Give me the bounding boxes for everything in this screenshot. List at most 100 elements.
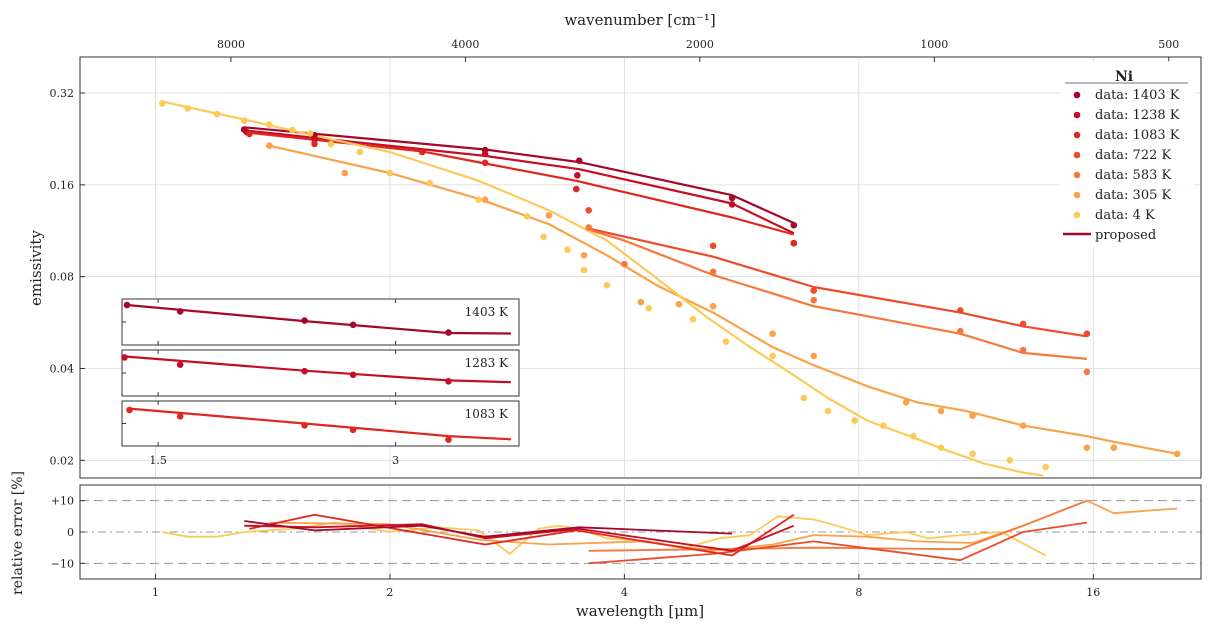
residual-tick-label: −10 [51, 557, 74, 570]
data-point [564, 246, 571, 254]
legend-label: data: 305 K [1095, 188, 1172, 203]
data-point [722, 338, 730, 345]
x-tick-label: 1 [152, 586, 159, 599]
inset-tick-label: 3 [392, 454, 399, 467]
top-tick-label: 4000 [451, 38, 479, 51]
data-point [810, 287, 817, 294]
legend-marker [1073, 111, 1081, 119]
residual-line [244, 520, 733, 538]
data-point [957, 327, 964, 335]
top-tick-label: 8000 [217, 38, 245, 51]
data-point [621, 260, 628, 268]
data-point [689, 316, 697, 323]
data-point [675, 300, 683, 308]
x-tick-label: 4 [621, 586, 628, 599]
inset-box [121, 400, 520, 447]
inset-data-point [445, 436, 452, 444]
data-point [475, 196, 483, 203]
data-point [937, 407, 945, 415]
legend-label: data: 1238 K [1095, 108, 1180, 123]
data-point [311, 140, 318, 148]
inset-data-point [445, 329, 452, 336]
legend-marker [1073, 91, 1081, 99]
fit-lines [161, 100, 1178, 477]
y-tick-label: 0.08 [50, 271, 75, 284]
inset-data-point [176, 308, 184, 315]
data-point [1110, 444, 1118, 452]
data-point [289, 126, 296, 134]
data-point [356, 148, 364, 156]
x-tick-label: 2 [386, 586, 393, 599]
data-points [158, 100, 1181, 471]
y-tick-label: 0.02 [50, 454, 75, 467]
residual-line [244, 523, 795, 552]
data-point [306, 130, 314, 137]
fit-line [269, 144, 1178, 455]
data-point [769, 330, 776, 338]
data-point [1083, 444, 1091, 452]
inset-fit-line [126, 303, 511, 335]
data-point [810, 296, 817, 304]
data-point [266, 121, 273, 128]
data-point [580, 266, 588, 274]
fit-line [246, 129, 795, 235]
inset-label: 1283 K [465, 356, 509, 370]
fit-line [588, 227, 1088, 338]
data-point [902, 399, 910, 406]
legend-marker [1073, 211, 1081, 219]
data-point [545, 212, 553, 219]
x-tick-label: 8 [855, 586, 862, 599]
top-tick-label: 1000 [920, 38, 948, 51]
fit-line [161, 100, 1044, 477]
legend-label: data: 1403 K [1095, 88, 1180, 103]
inset-data-point [126, 406, 133, 414]
inset-data-point [349, 321, 357, 329]
data-point [790, 221, 798, 229]
data-point [246, 130, 253, 138]
inset-data-point [349, 426, 357, 434]
residual-axis-label: relative error [%] [10, 471, 26, 595]
top-axis-label: wavenumber [cm⁻¹] [564, 11, 715, 29]
data-point [1019, 320, 1027, 328]
inset-data-point [445, 378, 452, 385]
legend-label: data: 722 K [1095, 148, 1172, 163]
inset-data-point [176, 413, 184, 420]
inset-data-point [301, 317, 308, 324]
data-point [481, 150, 489, 158]
data-point [213, 110, 221, 118]
data-point [426, 179, 434, 187]
legend-label: data: 1083 K [1095, 128, 1180, 143]
data-point [603, 281, 611, 289]
data-point [580, 252, 588, 259]
data-point [769, 352, 776, 360]
inset-data-point [301, 422, 308, 429]
top-tick-label: 500 [1158, 38, 1179, 51]
data-point [540, 233, 547, 241]
data-point [709, 302, 717, 310]
residual-line [588, 521, 1088, 565]
data-point [481, 196, 489, 203]
legend: Ni data: 1403 K data: 1238 K data: 1083 K d… [1060, 61, 1194, 249]
data-point [585, 224, 592, 231]
data-point [341, 169, 349, 177]
data-point [481, 159, 489, 167]
inset-data-point [123, 301, 131, 309]
data-point [158, 100, 166, 107]
legend-marker [1073, 131, 1081, 139]
legend-label: proposed [1095, 228, 1156, 243]
residual-axis: +10 0 −10 [51, 495, 85, 570]
data-point [418, 148, 426, 156]
insets: 1403 K 1283 K 1083 K 1.5 3 [121, 298, 520, 467]
inset-fit-line [124, 355, 511, 384]
data-point [728, 201, 736, 208]
data-point [1083, 330, 1091, 338]
data-point [637, 298, 645, 306]
data-point [709, 268, 717, 276]
data-point [969, 412, 976, 420]
data-point [184, 105, 191, 112]
inset-label: 1083 K [465, 407, 509, 421]
legend-label: data: 583 K [1095, 168, 1172, 183]
x-tick-label: 16 [1086, 586, 1100, 599]
residual-tick-label: +10 [51, 495, 74, 508]
inset-fit-line [129, 407, 511, 441]
